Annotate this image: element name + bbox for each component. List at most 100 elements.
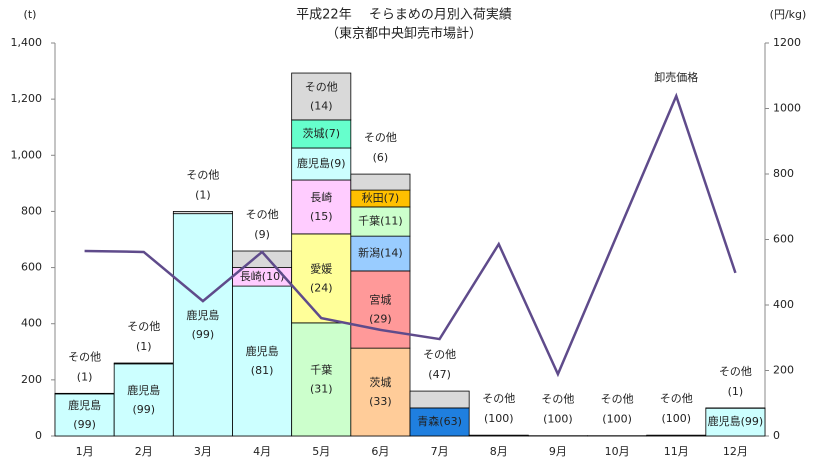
bar-segment xyxy=(468,434,529,437)
segment-label: 鹿児島 xyxy=(127,383,160,397)
y-tick-label: 1,000 xyxy=(11,148,43,161)
segment-label: 長崎(10) xyxy=(240,269,285,283)
segment-share: (100) xyxy=(543,413,573,426)
bar-segment xyxy=(291,233,352,324)
chart-subtitle: （東京都中央卸売市場計） xyxy=(326,26,482,42)
segment-share: (29) xyxy=(369,313,392,326)
segment-share: (14) xyxy=(310,99,333,112)
bar-segment xyxy=(291,179,352,235)
price-line xyxy=(84,92,737,378)
x-tick-label: 1月 xyxy=(76,445,94,458)
bar-segment xyxy=(113,362,174,365)
segment-share: (1) xyxy=(136,340,152,353)
segment-name: 鹿児島 xyxy=(297,156,330,170)
segment-name: 鹿児島 xyxy=(708,414,741,428)
segment-name: 青森 xyxy=(417,414,439,428)
segment-share: (10) xyxy=(262,270,285,283)
bar-segment xyxy=(646,434,707,437)
y2-tick-label: 600 xyxy=(773,233,794,246)
segment-label: 鹿児島 xyxy=(186,308,219,322)
segment-label: その他 xyxy=(541,393,574,406)
segment-label: その他 xyxy=(660,392,693,405)
segment-label: 宮城 xyxy=(369,293,391,307)
bar-segment xyxy=(409,390,470,409)
segment-share: (99) xyxy=(73,418,96,431)
segment-share: (9) xyxy=(330,157,346,170)
x-tick-label: 7月 xyxy=(431,445,449,458)
bar-segment xyxy=(172,211,233,215)
segment-share: (11) xyxy=(380,215,403,228)
segment-share: (100) xyxy=(661,412,691,425)
bar-segment xyxy=(291,72,352,121)
segment-label: その他 xyxy=(364,131,397,144)
x-tick-label: 2月 xyxy=(135,445,153,458)
y-tick-label: 800 xyxy=(21,204,42,217)
x-tick-label: 11月 xyxy=(664,445,689,458)
bar-segment xyxy=(291,322,352,437)
segment-label: その他 xyxy=(423,348,456,361)
segment-share: (33) xyxy=(369,395,392,408)
segment-share: (7) xyxy=(384,192,400,205)
segment-label: その他 xyxy=(719,365,752,378)
segment-share: (24) xyxy=(310,281,333,294)
x-tick-label: 4月 xyxy=(253,445,271,458)
segment-label: 新潟(14) xyxy=(358,246,403,260)
segment-label: 鹿児島 xyxy=(246,344,279,358)
x-tick-label: 3月 xyxy=(194,445,212,458)
segment-share: (63) xyxy=(439,415,462,428)
segment-name: 千葉 xyxy=(358,214,380,228)
bar-segment xyxy=(350,235,411,272)
bar-segment xyxy=(54,392,115,395)
bar-segment xyxy=(291,147,352,181)
y-tick-label: 200 xyxy=(21,373,42,386)
segment-share: (1) xyxy=(77,370,93,383)
line-label: 卸売価格 xyxy=(654,70,698,84)
segment-share: (6) xyxy=(373,151,389,164)
segment-share: (14) xyxy=(380,247,403,260)
x-tick-label: 12月 xyxy=(723,445,748,458)
segment-share: (99) xyxy=(192,328,215,341)
bar-segment xyxy=(705,407,766,437)
y-tick-label: 400 xyxy=(21,317,42,330)
segment-label: 茨城(7) xyxy=(302,126,340,140)
segment-share: (47) xyxy=(428,368,451,381)
segment-share: (1) xyxy=(195,188,211,201)
segment-label: 長崎 xyxy=(310,190,332,204)
y-tick-label: 600 xyxy=(21,261,42,274)
segment-label: 鹿児島(9) xyxy=(297,156,346,170)
segment-label: 秋田(7) xyxy=(362,191,400,205)
segment-share: (100) xyxy=(484,412,514,425)
segment-name: 新潟 xyxy=(358,246,380,260)
x-tick-label: 8月 xyxy=(490,445,508,458)
segment-share: (99) xyxy=(132,403,155,416)
segment-label: 青森(63) xyxy=(417,414,462,428)
y-tick-label: 1,200 xyxy=(11,92,43,105)
bar-segment xyxy=(350,206,411,237)
segment-share: (31) xyxy=(310,382,333,395)
bar-segment xyxy=(232,285,293,437)
segment-share: (7) xyxy=(324,127,340,140)
bar-segment xyxy=(350,347,411,437)
segment-share: (100) xyxy=(602,413,632,426)
segment-label: その他 xyxy=(305,80,338,93)
segment-share: (15) xyxy=(310,210,333,223)
x-tick-label: 6月 xyxy=(371,445,389,458)
segment-share: (81) xyxy=(251,364,274,377)
segment-label: 鹿児島(99) xyxy=(708,414,764,428)
chart-title: 平成22年 そらまめの月別入荷実績 xyxy=(296,7,512,23)
segment-label: その他 xyxy=(186,168,219,181)
y2-axis-label: (円/kg) xyxy=(770,8,807,21)
segment-label: 鹿児島 xyxy=(68,398,101,412)
bar-segment xyxy=(350,270,411,349)
segment-label: その他 xyxy=(482,392,515,405)
x-tick-label: 10月 xyxy=(605,445,630,458)
segment-label: その他 xyxy=(601,393,634,406)
x-tick-label: 9月 xyxy=(549,445,567,458)
y-tick-label: 1,400 xyxy=(11,36,43,49)
segment-label: その他 xyxy=(246,208,279,221)
segment-name: 茨城 xyxy=(302,126,324,140)
bar-segment xyxy=(350,173,411,191)
y2-tick-label: 400 xyxy=(773,298,794,311)
segment-name: 秋田 xyxy=(362,191,384,205)
